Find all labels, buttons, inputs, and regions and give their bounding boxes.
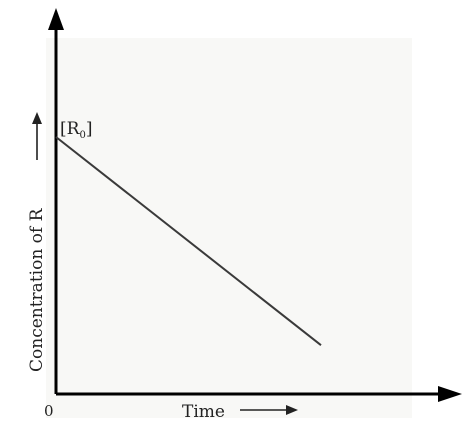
x-axis-arrowhead (438, 386, 462, 402)
x-label-arrowhead (286, 405, 298, 415)
initial-concentration-subscript: 0 (79, 130, 85, 141)
origin-label: 0 (44, 402, 54, 420)
plot-background (46, 38, 412, 418)
initial-concentration-label: [R0] (60, 119, 92, 141)
x-axis-label: Time (182, 402, 225, 422)
series-line (55, 136, 322, 346)
y-axis-label: Concentration of R (27, 207, 47, 372)
y-label-arrowhead (32, 112, 42, 124)
y-axis-arrowhead (48, 8, 64, 30)
